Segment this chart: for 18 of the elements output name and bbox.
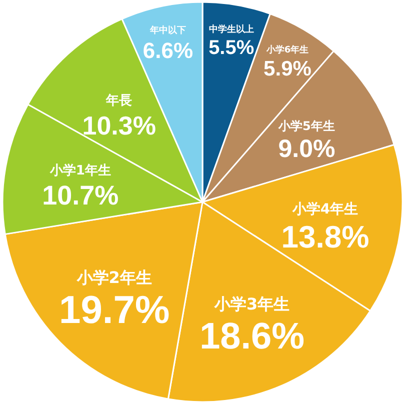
slice-label: 小学3年生 bbox=[213, 294, 290, 314]
slice-label: 小学2年生 bbox=[76, 268, 152, 287]
slice-label: 年長 bbox=[105, 93, 132, 108]
data-label: 5.5% bbox=[208, 36, 254, 59]
data-label: 9.0% bbox=[278, 134, 336, 163]
data-label: 10.3% bbox=[82, 110, 156, 140]
slice-label: 小学4年生 bbox=[291, 202, 358, 218]
data-label: 19.7% bbox=[59, 288, 170, 332]
data-label: 6.6% bbox=[142, 38, 194, 63]
data-label: 5.9% bbox=[264, 57, 312, 80]
slice-label: 中学生以上 bbox=[208, 24, 254, 35]
slice-label: 年中以下 bbox=[148, 25, 186, 36]
data-label: 18.6% bbox=[200, 315, 305, 356]
data-label: 10.7% bbox=[42, 180, 119, 211]
slice-label: 小学1年生 bbox=[48, 164, 111, 179]
data-label: 13.8% bbox=[281, 220, 370, 255]
slice-label: 小学5年生 bbox=[278, 118, 335, 133]
slice-label: 小学6年生 bbox=[265, 44, 309, 56]
